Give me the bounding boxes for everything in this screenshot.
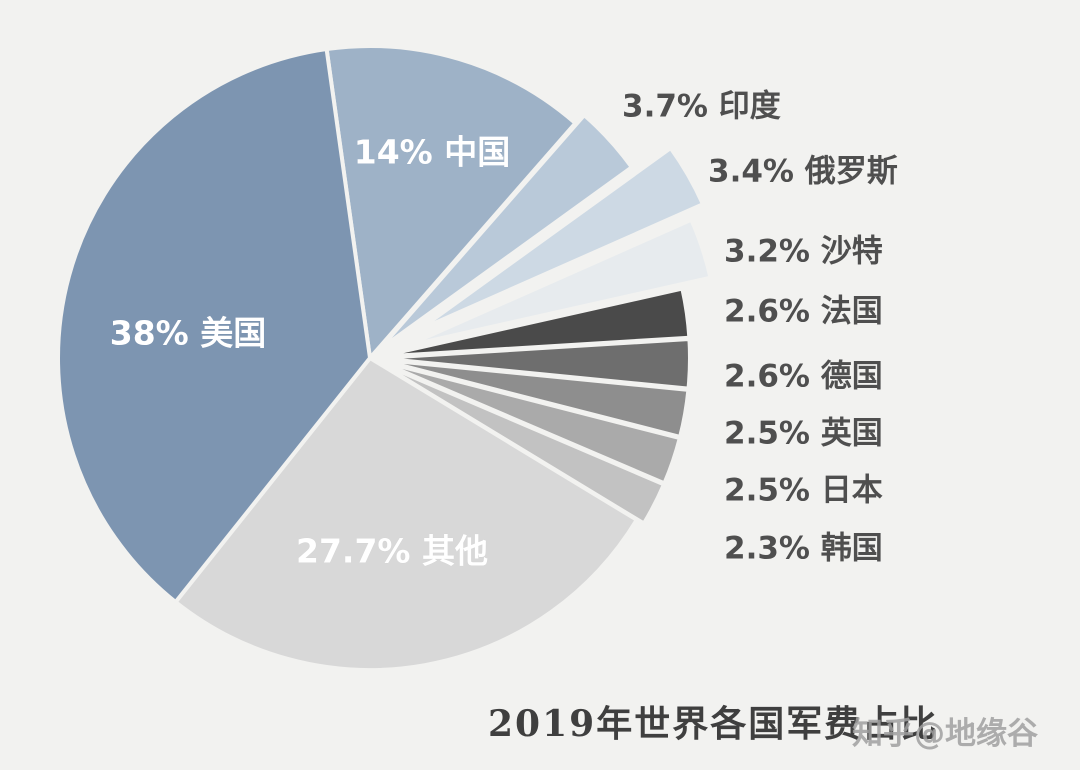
pie-slice-china: [324, 44, 578, 360]
pie-slice-korea: [375, 359, 666, 526]
chart-title: 2019年世界各国军费占比: [488, 703, 939, 745]
slice-label-france: 2.6% 法国: [724, 293, 883, 330]
pie-slice-russia: [415, 145, 705, 333]
pie-slice-other: [173, 356, 639, 672]
watermark: 知乎@地缘谷: [852, 716, 1038, 752]
slice-label-usa: 38% 美国: [109, 313, 267, 353]
slice-label-india: 3.7% 印度: [622, 88, 781, 125]
slice-label-germany: 2.6% 德国: [724, 358, 883, 395]
pie-slice-usa: [56, 47, 372, 605]
slice-label-korea: 2.3% 韩国: [724, 530, 883, 567]
pie-slice-india: [376, 113, 634, 352]
slice-label-china: 14% 中国: [353, 132, 511, 172]
slice-label-saudi: 3.2% 沙特: [724, 233, 883, 270]
slice-label-japan: 2.5% 日本: [724, 472, 883, 509]
slice-label-russia: 3.4% 俄罗斯: [708, 153, 898, 190]
slice-label-other: 27.7% 其他: [296, 531, 488, 571]
pie-slice-saudi: [404, 217, 713, 349]
slice-label-uk: 2.5% 英国: [724, 415, 883, 452]
